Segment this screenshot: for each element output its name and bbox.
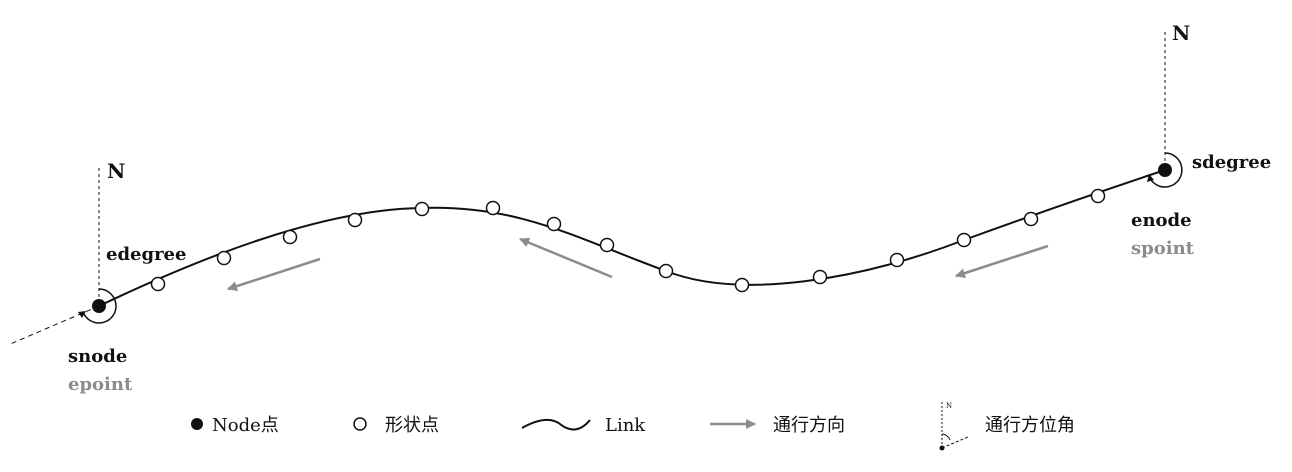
- direction-arrow: [956, 246, 1048, 276]
- legend-link-label: Link: [605, 415, 646, 436]
- north-label-right: N: [1172, 21, 1190, 45]
- legend-shape-label: 形状点: [385, 415, 439, 436]
- shape-point: [416, 203, 429, 216]
- shape-point: [736, 279, 749, 292]
- shape-point: [152, 278, 165, 291]
- enode-point: [1158, 163, 1172, 177]
- shape-point: [660, 265, 673, 278]
- link-curve: [99, 170, 1165, 306]
- legend-direction-label: 通行方向: [773, 415, 845, 436]
- shape-point: [1092, 190, 1105, 203]
- shape-point: [218, 252, 231, 265]
- epoint-label: epoint: [68, 374, 133, 395]
- shape-point: [601, 239, 614, 252]
- edegree-label: edegree: [106, 244, 186, 265]
- shape-point: [1025, 213, 1038, 226]
- enode-label: enode: [1131, 210, 1192, 231]
- snode-label: snode: [68, 346, 127, 367]
- legend-azimuth-label: 通行方位角: [985, 415, 1075, 436]
- snode-point: [92, 299, 106, 313]
- shape-point: [891, 254, 904, 267]
- shape-point: [958, 234, 971, 247]
- shape-point: [814, 271, 827, 284]
- shape-point: [548, 218, 561, 231]
- shape-point: [349, 214, 362, 227]
- legend-azimuth-icon: N: [940, 402, 969, 451]
- legend-node-marker: [191, 418, 203, 430]
- shape-points: [152, 190, 1105, 292]
- legend-link-sample: [522, 420, 590, 430]
- legend-shape-marker: [354, 418, 366, 430]
- direction-arrow: [228, 259, 320, 289]
- shape-point: [487, 202, 500, 215]
- north-label-left: N: [107, 159, 125, 183]
- legend-azimuth-n: N: [946, 402, 952, 410]
- shape-point: [284, 231, 297, 244]
- sdegree-label: sdegree: [1192, 152, 1271, 173]
- spoint-label: spoint: [1131, 238, 1195, 259]
- legend-node-label: Node点: [212, 415, 279, 436]
- legend: Node点 形状点 Link 通行方向 N 通行方位角: [191, 402, 1075, 451]
